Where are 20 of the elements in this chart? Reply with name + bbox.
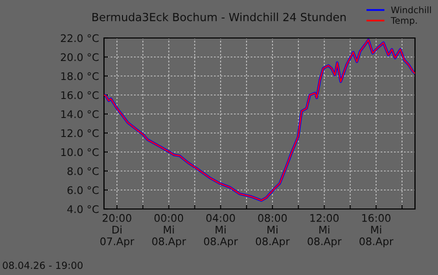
x-tick-label: 20:00 Di 07.Apr bbox=[100, 214, 134, 248]
y-tick-label: 10.0 °C bbox=[61, 148, 99, 156]
y-tick-label: 20.0 °C bbox=[60, 53, 99, 62]
y-tick-label: 16.0 °C bbox=[61, 91, 99, 100]
y-tick-label: 18.0 °C bbox=[61, 72, 99, 80]
y-tick-label: 12.0 °C bbox=[61, 129, 99, 138]
x-tick-label: 16:00 Mi 08.Apr bbox=[360, 214, 394, 248]
chart-title: Bermuda3Eck Bochum - Windchill 24 Stunden bbox=[92, 12, 346, 22]
legend-label: Temp. bbox=[390, 17, 417, 26]
x-tick-label: 08:00 Mi 08.Apr bbox=[256, 214, 290, 248]
x-tick-label: 04:00 Mi 08.Apr bbox=[204, 214, 238, 248]
y-tick-label: 6.0 °C bbox=[68, 186, 99, 194]
y-tick-label: 4.0 °C bbox=[67, 205, 99, 214]
y-tick-label: 8.0 °C bbox=[67, 167, 99, 176]
x-tick-label: 12:00 Mi 08.Apr bbox=[308, 214, 342, 248]
y-tick-label: 14.0 °C bbox=[61, 110, 99, 118]
text: 08.04.26 - 19:00 bbox=[2, 262, 83, 269]
x-tick-label: 00:00 Mi 08.Apr bbox=[152, 214, 186, 248]
y-tick-label: 22.0 °C bbox=[60, 34, 99, 42]
legend-label: Windchill bbox=[391, 6, 431, 14]
